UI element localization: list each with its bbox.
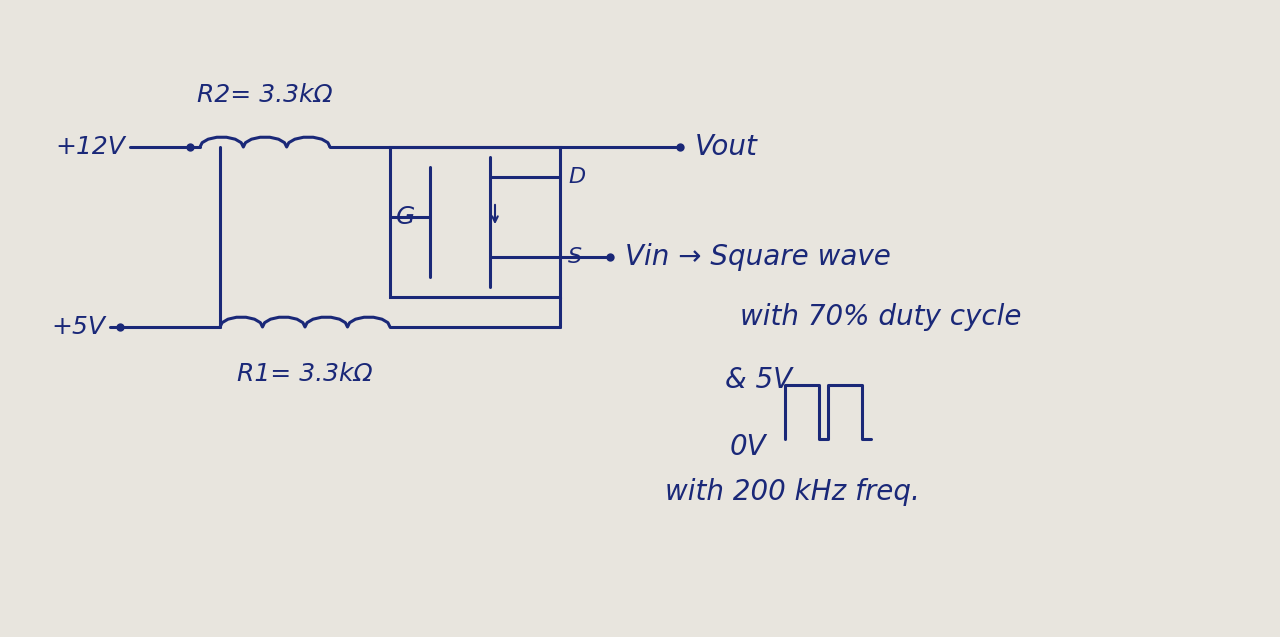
Text: & 5V: & 5V <box>724 366 792 394</box>
Text: 0V: 0V <box>730 433 767 461</box>
Text: S: S <box>568 247 582 267</box>
Text: R1= 3.3kΩ: R1= 3.3kΩ <box>237 362 372 386</box>
Text: +12V: +12V <box>55 135 125 159</box>
Text: R2= 3.3kΩ: R2= 3.3kΩ <box>197 83 333 107</box>
Text: with 200 kHz freq.: with 200 kHz freq. <box>666 478 920 506</box>
Text: +5V: +5V <box>51 315 105 339</box>
Text: with 70% duty cycle: with 70% duty cycle <box>740 303 1021 331</box>
Text: D: D <box>568 167 585 187</box>
Text: Vout: Vout <box>695 133 758 161</box>
Bar <box>390 147 561 297</box>
Text: G: G <box>396 205 415 229</box>
Text: Vin → Square wave: Vin → Square wave <box>625 243 891 271</box>
